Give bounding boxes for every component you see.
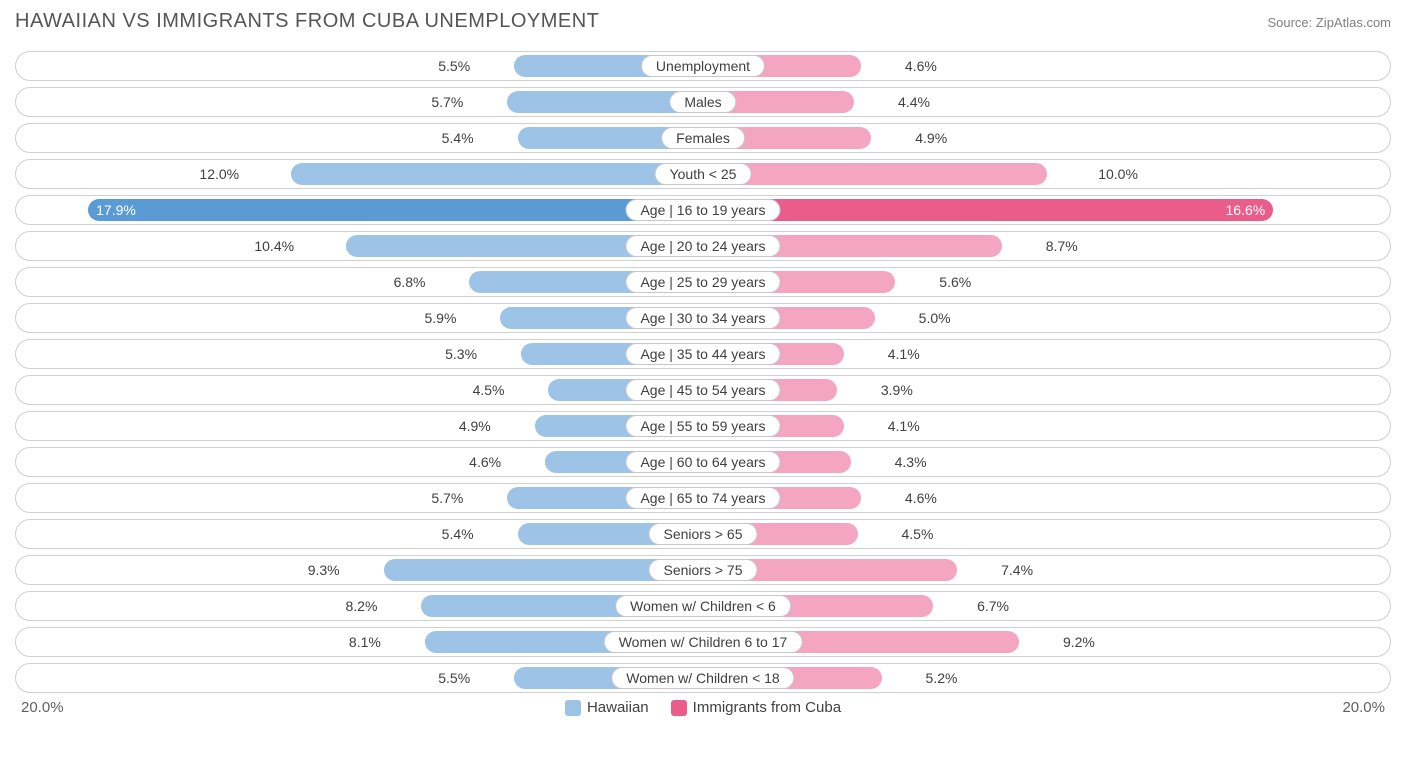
chart-row: 9.3% 7.4% Seniors > 75 <box>15 555 1391 585</box>
chart-row: 5.4% 4.5% Seniors > 65 <box>15 519 1391 549</box>
category-label: Age | 55 to 59 years <box>625 415 780 437</box>
category-label: Women w/ Children < 6 <box>615 595 791 617</box>
value-label-right: 6.7% <box>971 592 1009 620</box>
chart-row: 5.4% 4.9% Females <box>15 123 1391 153</box>
value-label-right: 4.6% <box>899 484 937 512</box>
value-label-left: 5.4% <box>442 124 480 152</box>
chart-row: 6.8% 5.6% Age | 25 to 29 years <box>15 267 1391 297</box>
value-label-left: 5.7% <box>431 484 469 512</box>
axis-max-right: 20.0% <box>1342 699 1385 716</box>
chart-row: 8.1% 9.2% Women w/ Children 6 to 17 <box>15 627 1391 657</box>
category-label: Seniors > 75 <box>649 559 758 581</box>
bar-right <box>703 163 1047 185</box>
category-label: Age | 16 to 19 years <box>625 199 780 221</box>
chart-area: 5.5% 4.6% Unemployment 5.7% 4.4% Males 5.4% 4.9… <box>15 51 1391 693</box>
chart-row: 4.5% 3.9% Age | 45 to 54 years <box>15 375 1391 405</box>
value-label-left: 5.3% <box>445 340 483 368</box>
value-label-right: 4.3% <box>889 448 927 476</box>
value-label-right: 4.1% <box>882 340 920 368</box>
category-label: Age | 35 to 44 years <box>625 343 780 365</box>
value-label-right: 4.5% <box>895 520 933 548</box>
chart-row: 4.9% 4.1% Age | 55 to 59 years <box>15 411 1391 441</box>
value-label-left: 12.0% <box>199 160 245 188</box>
chart-title: HAWAIIAN VS IMMIGRANTS FROM CUBA UNEMPLO… <box>15 10 599 33</box>
value-label-left: 10.4% <box>254 232 300 260</box>
value-label-left: 5.9% <box>425 304 463 332</box>
value-label-right: 10.0% <box>1092 160 1138 188</box>
value-label-left: 4.9% <box>459 412 497 440</box>
chart-row: 5.7% 4.4% Males <box>15 87 1391 117</box>
value-label-right: 9.2% <box>1057 628 1095 656</box>
value-label-left: 5.7% <box>431 88 469 116</box>
value-label-left: 8.1% <box>349 628 387 656</box>
chart-row: 5.3% 4.1% Age | 35 to 44 years <box>15 339 1391 369</box>
category-label: Age | 30 to 34 years <box>625 307 780 329</box>
bar-right: 16.6% <box>703 199 1273 221</box>
value-label-right: 4.4% <box>892 88 930 116</box>
legend-swatch-right <box>671 700 687 716</box>
header: HAWAIIAN VS IMMIGRANTS FROM CUBA UNEMPLO… <box>15 10 1391 33</box>
source-label: Source: ZipAtlas.com <box>1267 15 1391 30</box>
category-label: Age | 45 to 54 years <box>625 379 780 401</box>
legend-label-right: Immigrants from Cuba <box>693 699 841 716</box>
value-label-right: 7.4% <box>995 556 1033 584</box>
legend-item-left: Hawaiian <box>565 699 649 716</box>
bar-left <box>291 163 703 185</box>
legend: Hawaiian Immigrants from Cuba <box>64 699 1343 716</box>
chart-row: 17.9% 16.6% Age | 16 to 19 years <box>15 195 1391 225</box>
category-label: Age | 25 to 29 years <box>625 271 780 293</box>
category-label: Females <box>661 127 745 149</box>
value-label-right: 3.9% <box>875 376 913 404</box>
value-label-right: 4.6% <box>899 52 937 80</box>
chart-row: 5.9% 5.0% Age | 30 to 34 years <box>15 303 1391 333</box>
chart-row: 10.4% 8.7% Age | 20 to 24 years <box>15 231 1391 261</box>
value-label-left: 5.5% <box>438 664 476 692</box>
value-label-left: 5.5% <box>438 52 476 80</box>
category-label: Age | 20 to 24 years <box>625 235 780 257</box>
chart-row: 5.5% 4.6% Unemployment <box>15 51 1391 81</box>
value-label-right: 16.6% <box>1226 199 1266 221</box>
category-label: Women w/ Children 6 to 17 <box>604 631 803 653</box>
value-label-left: 17.9% <box>96 199 136 221</box>
value-label-left: 8.2% <box>346 592 384 620</box>
legend-item-right: Immigrants from Cuba <box>671 699 841 716</box>
chart-row: 12.0% 10.0% Youth < 25 <box>15 159 1391 189</box>
value-label-left: 5.4% <box>442 520 480 548</box>
value-label-left: 4.5% <box>473 376 511 404</box>
axis-max-left: 20.0% <box>21 699 64 716</box>
category-label: Age | 60 to 64 years <box>625 451 780 473</box>
value-label-right: 8.7% <box>1040 232 1078 260</box>
category-label: Seniors > 65 <box>649 523 758 545</box>
value-label-right: 5.0% <box>913 304 951 332</box>
category-label: Women w/ Children < 18 <box>611 667 794 689</box>
legend-label-left: Hawaiian <box>587 699 649 716</box>
chart-row: 5.7% 4.6% Age | 65 to 74 years <box>15 483 1391 513</box>
value-label-right: 5.2% <box>920 664 958 692</box>
category-label: Males <box>669 91 736 113</box>
value-label-left: 4.6% <box>469 448 507 476</box>
bar-left: 17.9% <box>88 199 703 221</box>
category-label: Unemployment <box>641 55 765 77</box>
value-label-right: 5.6% <box>933 268 971 296</box>
value-label-right: 4.9% <box>909 124 947 152</box>
value-label-left: 9.3% <box>308 556 346 584</box>
legend-swatch-left <box>565 700 581 716</box>
value-label-left: 6.8% <box>394 268 432 296</box>
category-label: Youth < 25 <box>655 163 752 185</box>
chart-row: 5.5% 5.2% Women w/ Children < 18 <box>15 663 1391 693</box>
chart-footer: 20.0% Hawaiian Immigrants from Cuba 20.0… <box>15 699 1391 716</box>
category-label: Age | 65 to 74 years <box>625 487 780 509</box>
chart-row: 4.6% 4.3% Age | 60 to 64 years <box>15 447 1391 477</box>
value-label-right: 4.1% <box>882 412 920 440</box>
chart-row: 8.2% 6.7% Women w/ Children < 6 <box>15 591 1391 621</box>
